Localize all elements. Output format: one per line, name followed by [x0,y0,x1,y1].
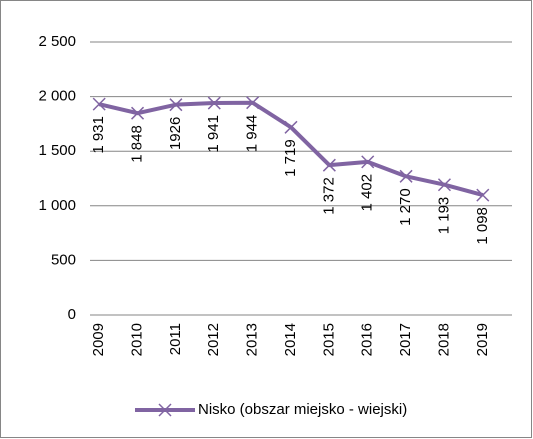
y-tick-label: 1 500 [38,142,76,159]
data-label: 1 941 [205,115,222,153]
legend-marker [158,403,172,417]
data-label: 1926 [167,117,184,150]
x-tick-label: 2015 [320,323,337,356]
x-tick-label: 2018 [435,323,452,356]
point-marker [92,97,106,111]
x-tick-label: 2010 [129,323,146,356]
x-tick-label: 2013 [244,323,261,356]
x-tick-label: 2014 [282,323,299,356]
x-tick-label: 2019 [474,323,491,356]
point-marker [207,96,221,110]
point-marker [131,106,145,120]
x-tick-label: 2011 [167,323,184,355]
data-label: 1 372 [320,177,337,215]
y-tick-label: 2 500 [38,33,76,50]
x-tick-label: 2012 [205,323,222,356]
x-tick-label: 2016 [359,323,376,356]
data-label: 1 098 [474,207,491,245]
x-tick-label: 2009 [90,323,107,356]
data-label: 1 270 [397,188,414,226]
data-label: 1 719 [282,139,299,177]
data-label: 1 944 [244,115,261,153]
x-tick-label: 2017 [397,323,414,356]
legend-label: Nisko (obszar miejsko - wiejski) [198,401,407,418]
point-marker [361,155,375,169]
point-marker [246,96,260,110]
y-tick-label: 500 [51,251,76,268]
point-marker [322,158,336,172]
y-tick-label: 1 000 [38,197,76,214]
y-tick-label: 2 000 [38,88,76,105]
data-label: 1 931 [90,116,107,154]
point-marker [437,178,451,192]
data-label: 1 402 [359,174,376,212]
y-tick-label: 0 [68,306,76,323]
point-marker [476,188,490,202]
data-label: 1 848 [129,125,146,163]
data-label: 1 193 [435,197,452,235]
point-marker [399,169,413,183]
point-marker [169,98,183,112]
point-marker [284,120,298,134]
